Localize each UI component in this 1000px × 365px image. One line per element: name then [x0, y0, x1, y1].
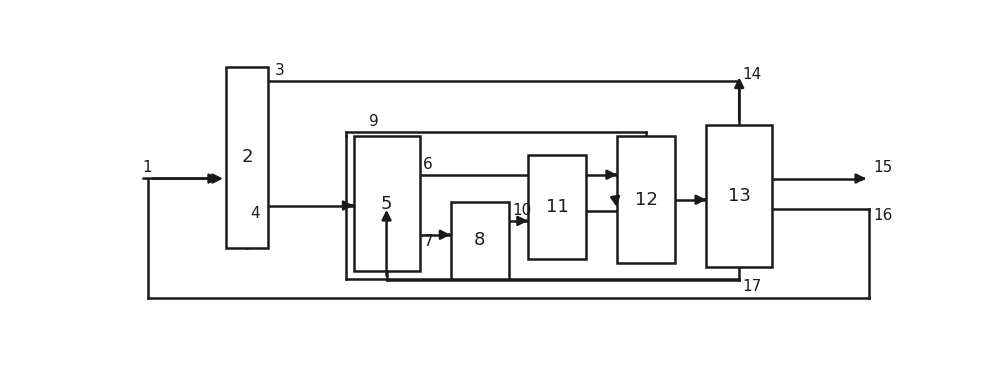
Text: 1: 1	[142, 160, 152, 175]
FancyBboxPatch shape	[706, 125, 772, 267]
Text: 3: 3	[275, 63, 284, 78]
Text: 7: 7	[423, 234, 433, 249]
Text: 14: 14	[742, 67, 762, 82]
Text: 8: 8	[474, 231, 485, 249]
FancyBboxPatch shape	[617, 136, 675, 263]
FancyBboxPatch shape	[450, 201, 509, 278]
Text: 13: 13	[728, 187, 751, 205]
FancyBboxPatch shape	[226, 67, 268, 248]
Text: 16: 16	[873, 208, 892, 223]
FancyBboxPatch shape	[354, 136, 420, 271]
Text: 12: 12	[635, 191, 658, 209]
FancyBboxPatch shape	[528, 155, 586, 260]
Text: 10: 10	[512, 203, 532, 218]
Text: 4: 4	[250, 206, 260, 221]
Text: 9: 9	[369, 114, 379, 129]
Text: 15: 15	[873, 161, 892, 176]
Text: 5: 5	[381, 195, 392, 212]
Text: 2: 2	[241, 149, 253, 166]
Text: 11: 11	[546, 199, 568, 216]
Text: 6: 6	[423, 157, 433, 172]
Text: 17: 17	[742, 279, 762, 294]
